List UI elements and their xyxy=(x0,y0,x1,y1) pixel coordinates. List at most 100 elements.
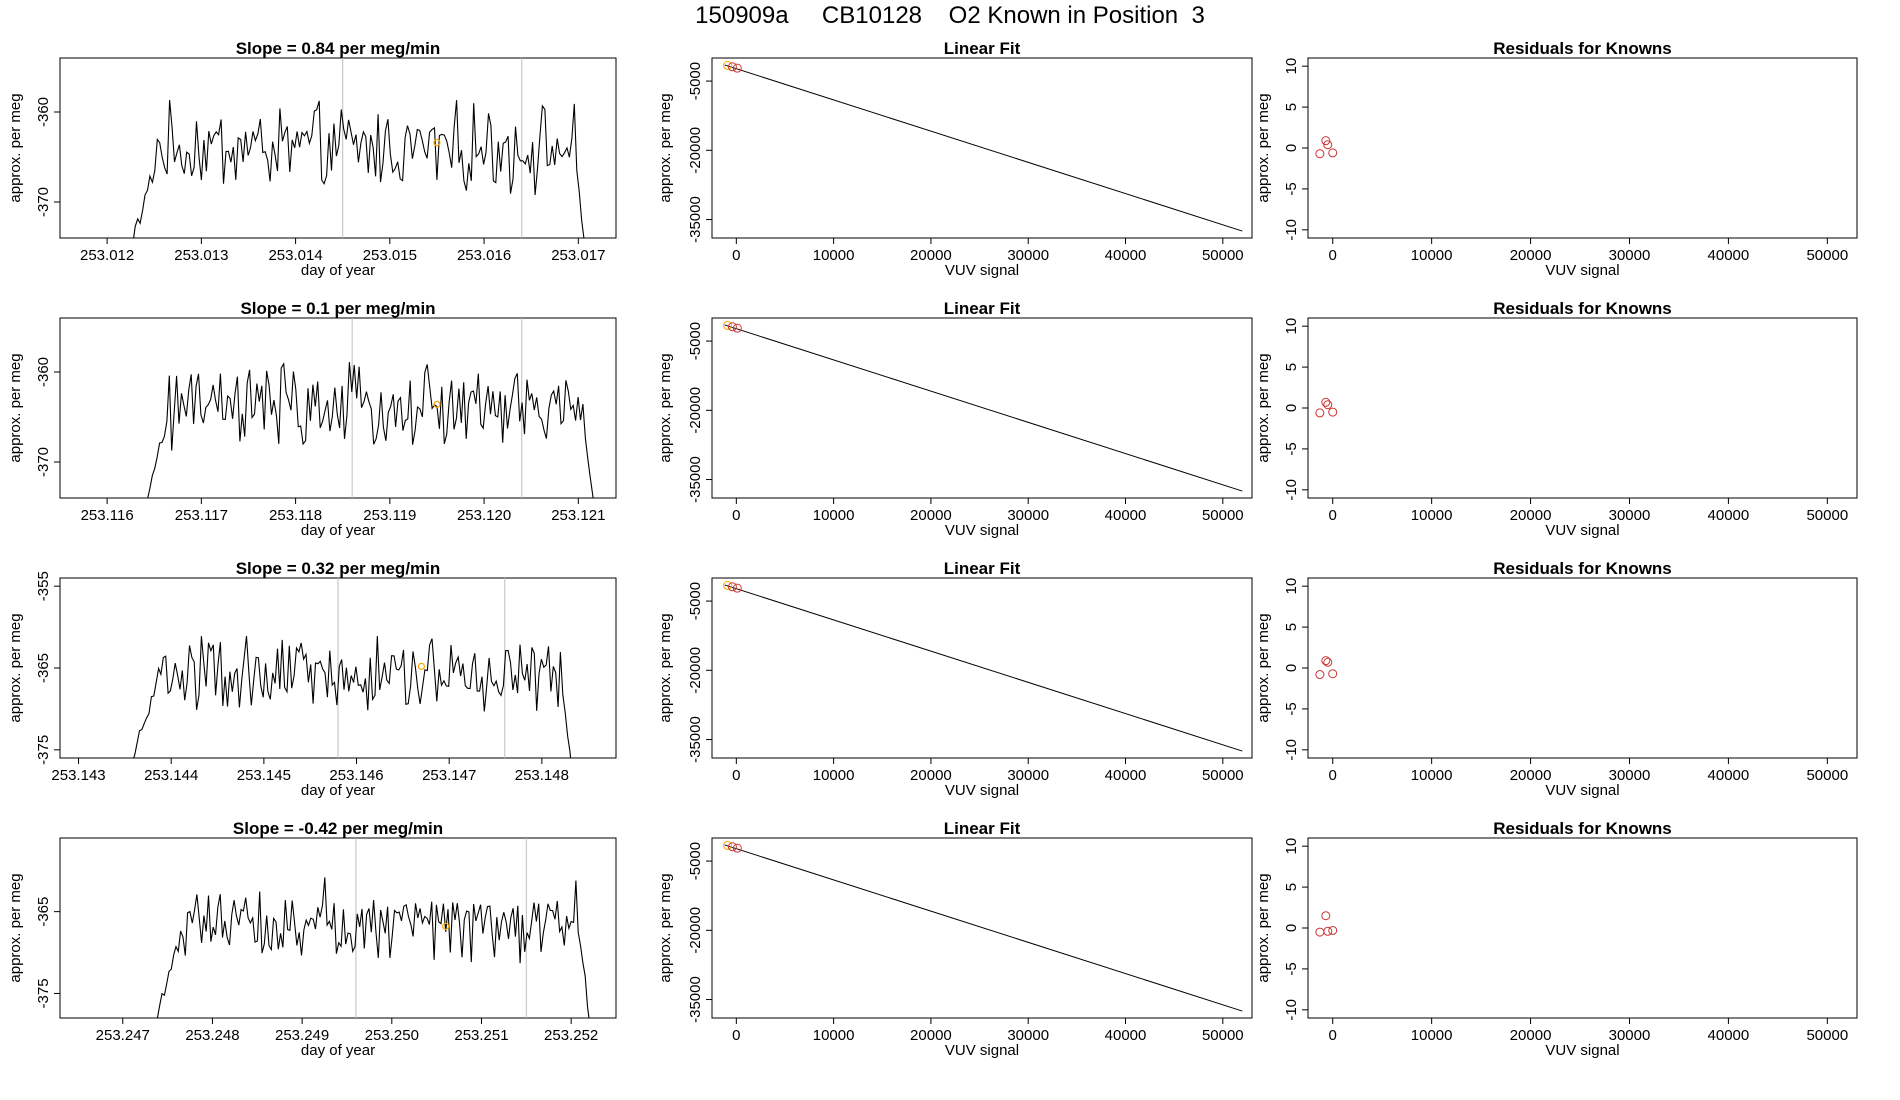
plot-area xyxy=(1315,656,1338,680)
residual-point xyxy=(1323,657,1333,667)
x-tick-label: 20000 xyxy=(1510,507,1552,524)
plot-area xyxy=(723,320,1243,492)
x-tick-label: 253.017 xyxy=(551,247,605,264)
y-axis-label: approx. per meg xyxy=(7,93,24,202)
y-tick-label: 10 xyxy=(1283,838,1300,855)
y-tick-label: -5000 xyxy=(687,62,704,100)
x-axis-label: day of year xyxy=(301,1042,375,1059)
x-tick-label: 0 xyxy=(1329,767,1337,784)
fit-line xyxy=(724,64,1243,232)
y-tick-label: -5 xyxy=(1283,962,1300,975)
fit-point xyxy=(732,323,742,333)
y-tick-label: -355 xyxy=(35,571,52,601)
x-tick-label: 50000 xyxy=(1806,1027,1848,1044)
y-axis-label: approx. per meg xyxy=(1255,353,1272,462)
residual-point xyxy=(1328,669,1338,679)
x-tick-label: 40000 xyxy=(1105,247,1147,264)
y-tick-label: -35000 xyxy=(687,196,704,243)
x-tick-label: 253.250 xyxy=(365,1027,419,1044)
x-tick-label: 253.145 xyxy=(237,767,291,784)
y-tick-label: -370 xyxy=(35,187,52,217)
panel-1-2: Linear Fit 0 10000 20000 30000 40000 50000 VUV … xyxy=(657,39,1253,279)
x-tick-label: 0 xyxy=(732,247,740,264)
known-marker xyxy=(417,662,425,670)
x-axis-label: VUV signal xyxy=(945,782,1019,799)
fit-point xyxy=(727,322,737,332)
panel-title: Residuals for Knowns xyxy=(1493,559,1672,578)
x-tick-label: 0 xyxy=(732,1027,740,1044)
x-tick-label: 253.252 xyxy=(544,1027,598,1044)
x-tick-label: 253.146 xyxy=(329,767,383,784)
x-tick-label: 50000 xyxy=(1202,507,1244,524)
y-tick-label: -20000 xyxy=(687,907,704,954)
y-axis-label: approx. per meg xyxy=(1255,873,1272,982)
x-tick-label: 10000 xyxy=(1411,767,1453,784)
known-marker xyxy=(442,922,450,930)
y-tick-label: -10 xyxy=(1283,219,1300,241)
y-axis-label: approx. per meg xyxy=(7,613,24,722)
plot-area xyxy=(723,840,1243,1012)
panel-2-1: Slope = 0.1 per meg/min 253.116 253.117 253… xyxy=(7,299,617,539)
series-line xyxy=(147,362,594,498)
residual-point xyxy=(1323,140,1333,150)
y-tick-label: -35000 xyxy=(687,976,704,1023)
panel-title: Slope = -0.42 per meg/min xyxy=(233,819,443,838)
x-tick-label: 40000 xyxy=(1708,247,1750,264)
x-tick-label: 30000 xyxy=(1007,507,1049,524)
y-tick-label: -5000 xyxy=(687,322,704,360)
y-tick-label: -365 xyxy=(35,897,52,927)
x-axis-label: VUV signal xyxy=(1545,1042,1619,1059)
x-tick-label: 50000 xyxy=(1202,247,1244,264)
x-tick-label: 40000 xyxy=(1708,767,1750,784)
x-tick-label: 30000 xyxy=(1007,1027,1049,1044)
y-tick-label: -20000 xyxy=(687,647,704,694)
y-tick-label: -375 xyxy=(35,978,52,1008)
x-tick-label: 50000 xyxy=(1806,247,1848,264)
x-axis-label: day of year xyxy=(301,522,375,539)
x-tick-label: 20000 xyxy=(910,767,952,784)
x-axis-label: VUV signal xyxy=(1545,782,1619,799)
x-tick-label: 253.147 xyxy=(422,767,476,784)
plot-frame xyxy=(1307,317,1858,499)
x-tick-label: 10000 xyxy=(813,767,855,784)
series-line xyxy=(133,99,585,238)
panel-1-3: Residuals for Knowns 0 10000 20000 30000 4000… xyxy=(1255,39,1858,279)
x-tick-label: 20000 xyxy=(910,1027,952,1044)
fit-point xyxy=(723,840,733,850)
y-axis-label: approx. per meg xyxy=(1255,613,1272,722)
figure-title: 150909a CB10128 O2 Known in Position 3 xyxy=(695,2,1205,29)
x-axis-label: day of year xyxy=(301,262,375,279)
x-tick-label: 0 xyxy=(732,767,740,784)
y-tick-label: -370 xyxy=(35,447,52,477)
residual-point xyxy=(1321,136,1331,146)
x-tick-label: 253.143 xyxy=(51,767,105,784)
y-tick-label: -20000 xyxy=(687,127,704,174)
panel-2-3: Residuals for Knowns 0 10000 20000 30000 4000… xyxy=(1255,299,1858,539)
series-line xyxy=(133,635,572,758)
fit-point xyxy=(727,842,737,852)
x-tick-label: 253.012 xyxy=(80,247,134,264)
y-tick-label: 5 xyxy=(1283,883,1300,891)
y-tick-label: 0 xyxy=(1283,924,1300,932)
plot-area xyxy=(133,58,585,238)
plot-frame xyxy=(59,317,617,499)
y-tick-label: 5 xyxy=(1283,103,1300,111)
y-tick-label: 0 xyxy=(1283,144,1300,152)
x-tick-label: 10000 xyxy=(813,247,855,264)
plot-area xyxy=(133,578,572,758)
x-tick-label: 0 xyxy=(1329,247,1337,264)
x-axis-label: VUV signal xyxy=(945,1042,1019,1059)
plot-area xyxy=(155,838,590,1018)
y-axis-label: approx. per meg xyxy=(657,353,674,462)
x-tick-label: 10000 xyxy=(1411,1027,1453,1044)
y-tick-label: -35000 xyxy=(687,716,704,763)
x-tick-label: 0 xyxy=(1329,507,1337,524)
residual-point xyxy=(1315,149,1325,159)
x-tick-label: 0 xyxy=(732,507,740,524)
y-tick-label: -360 xyxy=(35,357,52,387)
x-tick-label: 30000 xyxy=(1007,767,1049,784)
residual-point xyxy=(1315,408,1325,418)
residual-point xyxy=(1323,926,1333,936)
panel-title: Slope = 0.84 per meg/min xyxy=(236,39,441,58)
panel-title: Linear Fit xyxy=(944,299,1021,318)
